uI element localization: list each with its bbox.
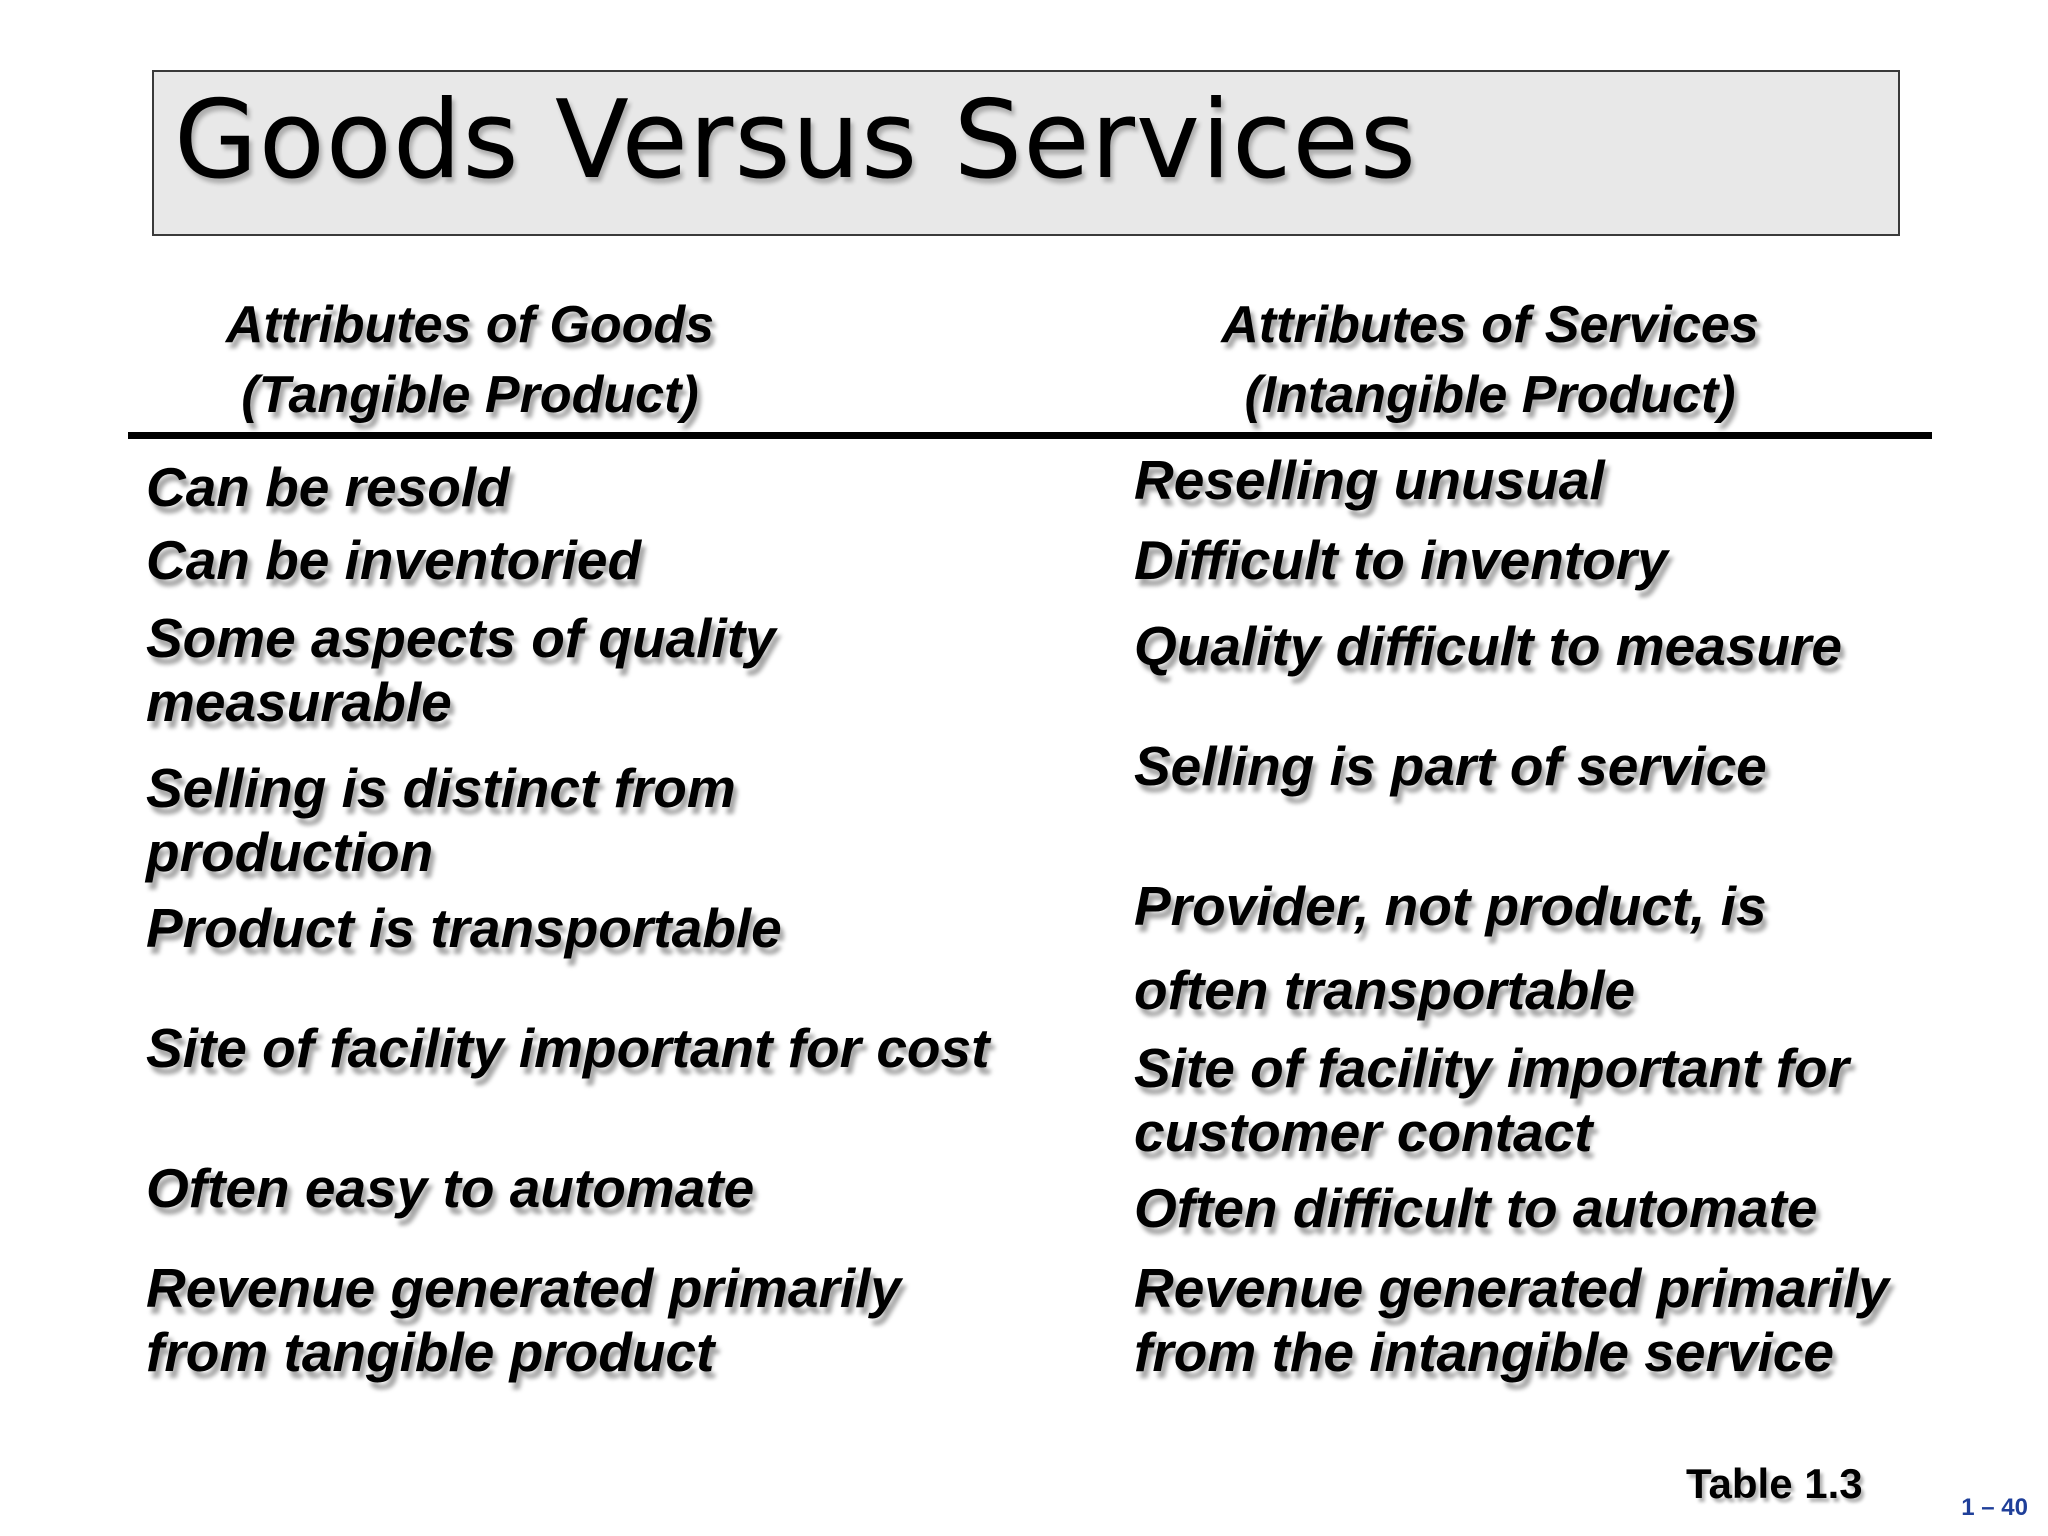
goods-attribute-text: from tangible product (146, 1321, 715, 1383)
goods-header-line: Attributes of Goods (225, 296, 715, 354)
goods-attribute: Often easy to automate (146, 1156, 754, 1220)
goods-attribute-text: Can be resold (146, 456, 510, 518)
services-attribute: Revenue generated primarily from the int… (1134, 1256, 1889, 1384)
services-attribute: Site of facility important for customer … (1134, 1036, 1849, 1164)
goods-attribute: Revenue generated primarily from tangibl… (146, 1256, 901, 1384)
services-attribute-text: Often difficult to automate (1134, 1177, 1818, 1239)
goods-attribute: Selling is distinct from production (146, 756, 736, 884)
goods-attribute-text: production (146, 821, 434, 883)
title-box: Goods Versus Services (152, 70, 1900, 236)
services-attribute: Often difficult to automate (1134, 1176, 1817, 1240)
goods-attribute: Product is transportable (146, 896, 782, 960)
goods-attribute: Site of facility important for cost (146, 1016, 989, 1080)
services-attribute: Selling is part of service (1134, 734, 1767, 798)
services-header-line: (Intangible Product) (1244, 366, 1736, 424)
goods-attribute-text: Some aspects of quality (146, 607, 776, 669)
services-attribute: Difficult to inventory (1134, 528, 1668, 592)
goods-attribute-text: Site of facility important for cost (146, 1017, 990, 1079)
services-attribute-text: Quality difficult to measure (1134, 615, 1843, 677)
goods-attribute-text: measurable (146, 671, 452, 733)
goods-attribute-text: Often easy to automate (146, 1157, 755, 1219)
goods-attribute-text: Selling is distinct from (146, 757, 736, 819)
goods-attribute: Some aspects of quality measurable (146, 606, 776, 734)
goods-header-line: (Tangible Product) (241, 366, 699, 424)
services-attribute-text: customer contact (1134, 1101, 1593, 1163)
services-attribute-text: Selling is part of service (1134, 735, 1767, 797)
goods-attribute: Can be inventoried (146, 528, 641, 592)
slide-title: Goods Versus Services (174, 78, 1418, 203)
services-attribute-text: Site of facility important for (1134, 1037, 1850, 1099)
services-attribute-text: Reselling unusual (1134, 449, 1605, 511)
table-caption: Table 1.3 (1686, 1460, 1863, 1507)
services-attribute: Quality difficult to measure (1134, 614, 1842, 678)
header-divider (128, 432, 1932, 439)
services-attribute: Provider, not product, is often transpor… (1134, 874, 1767, 1022)
slide-number: 1 – 40 (1961, 1494, 2028, 1521)
services-header-line: Attributes of Services (1221, 296, 1759, 354)
services-column-header: Attributes of Services (Intangible Produ… (1140, 290, 1840, 430)
goods-attribute: Can be resold (146, 455, 510, 519)
goods-attribute-text: Can be inventoried (146, 529, 642, 591)
services-attribute: Reselling unusual (1134, 448, 1605, 512)
services-attribute-text: Provider, not product, is (1134, 875, 1767, 937)
goods-attribute-text: Product is transportable (146, 897, 782, 959)
services-attribute-text: often transportable (1134, 959, 1636, 1021)
services-attribute-text: Difficult to inventory (1134, 529, 1668, 591)
services-attribute-text: Revenue generated primarily (1134, 1257, 1890, 1319)
services-attribute-text: from the intangible service (1134, 1321, 1834, 1383)
goods-column-header: Attributes of Goods (Tangible Product) (150, 290, 790, 430)
goods-attribute-text: Revenue generated primarily (146, 1257, 902, 1319)
